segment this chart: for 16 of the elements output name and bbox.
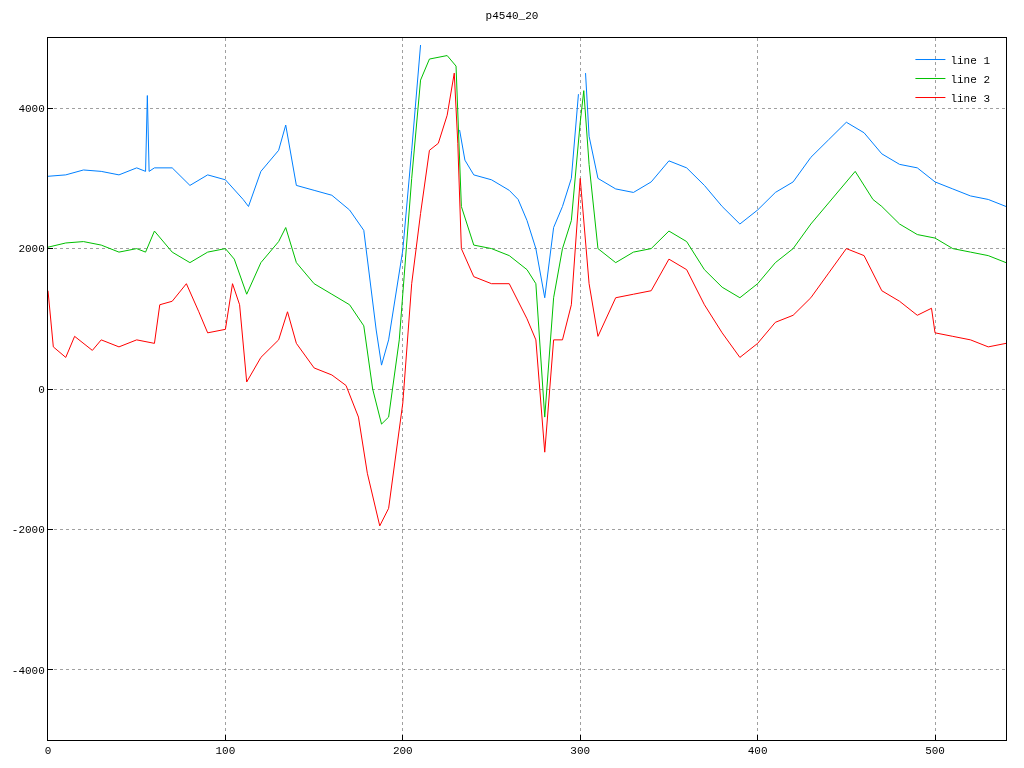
x-tick-label: 300 bbox=[570, 745, 591, 758]
y-tick-label: 2000 bbox=[18, 243, 45, 256]
y-tick-label: 0 bbox=[38, 383, 45, 396]
legend-label: line 2 bbox=[950, 73, 991, 86]
line-series bbox=[48, 55, 1006, 425]
x-tick-label: 200 bbox=[392, 745, 413, 758]
y-tick-label: 4000 bbox=[18, 103, 45, 116]
x-tick-label: 500 bbox=[925, 745, 945, 758]
y-tick-label: -2000 bbox=[11, 524, 45, 537]
legend-label: line 3 bbox=[950, 92, 991, 105]
y-tick-label: -4000 bbox=[11, 664, 45, 677]
x-tick-label: 100 bbox=[215, 745, 236, 758]
line-series bbox=[48, 72, 1006, 527]
legend-label: line 1 bbox=[950, 54, 991, 67]
chart-title: p4540_20 bbox=[485, 10, 539, 23]
x-tick-label: 400 bbox=[747, 745, 768, 758]
